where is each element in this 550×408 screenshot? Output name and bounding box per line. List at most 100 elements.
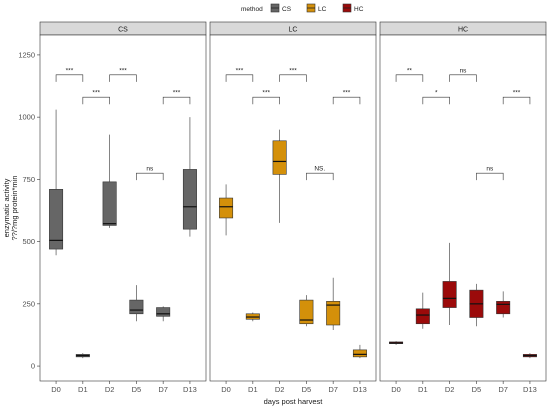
panel-background xyxy=(39,34,207,382)
x-tick-label-d0: D0 xyxy=(51,385,61,394)
box-d7 xyxy=(326,277,341,330)
box-iqr xyxy=(102,181,117,226)
box-iqr xyxy=(182,169,197,230)
x-tick-label-d1: D1 xyxy=(418,385,428,394)
x-tick-label-d13: D13 xyxy=(353,385,367,394)
significance-bracket: * xyxy=(422,90,450,105)
box-d5 xyxy=(299,295,314,327)
y-axis-title-line-2: ??/?mg protein*min xyxy=(10,175,19,240)
x-tick-label-d5: D5 xyxy=(472,385,482,394)
significance-label: ns xyxy=(146,166,154,173)
box-iqr xyxy=(129,299,144,315)
significance-bracket: ns xyxy=(449,67,477,82)
legend-label-hc: HC xyxy=(354,6,364,13)
bracket-line xyxy=(225,74,254,82)
facet-strip-label: CS xyxy=(118,26,128,33)
bracket-line xyxy=(332,96,361,105)
legend: method CS LC HC xyxy=(241,3,364,13)
y-tick-label: 1000 xyxy=(18,113,35,122)
box-d7 xyxy=(496,291,511,318)
panel-cs: CS *** *** *** ns *** D0 D1 D2 D5 D7 D13 xyxy=(39,21,207,394)
bracket-line xyxy=(162,96,191,105)
x-tick-label-d13: D13 xyxy=(183,385,197,394)
bracket-line xyxy=(449,74,477,82)
significance-label: *** xyxy=(119,67,127,74)
significance-bracket: NS. xyxy=(306,166,334,181)
bracket-line xyxy=(422,96,450,105)
facet-strip-label: HC xyxy=(458,26,468,33)
significance-bracket: *** xyxy=(225,67,254,82)
x-tick-label-d7: D7 xyxy=(498,385,508,394)
box-iqr xyxy=(442,281,457,308)
legend-item-cs: CS xyxy=(270,3,292,13)
box-iqr xyxy=(299,299,314,325)
significance-bracket: ** xyxy=(395,67,424,82)
bracket-line xyxy=(306,172,334,181)
box-d13 xyxy=(352,344,367,359)
box-d0 xyxy=(389,341,404,345)
x-tick-label-d2: D2 xyxy=(275,385,285,394)
x-tick-label-d5: D5 xyxy=(302,385,312,394)
facet-panels: CS*********ns***D0 D1 D2 D5 D7 D13LC*********… xyxy=(39,21,547,394)
bracket-line xyxy=(502,96,531,105)
box-d7 xyxy=(156,306,171,322)
significance-label: *** xyxy=(173,90,181,97)
box-iqr xyxy=(496,301,511,315)
significance-bracket: *** xyxy=(55,67,84,82)
panel-background xyxy=(379,34,547,382)
box-d0 xyxy=(49,109,64,256)
bracket-line xyxy=(279,74,307,82)
significance-bracket: ns xyxy=(476,166,504,181)
box-iqr xyxy=(49,189,64,250)
box-d13 xyxy=(182,117,197,237)
box-iqr xyxy=(219,197,234,219)
x-axis-title: days post harvest xyxy=(264,397,324,406)
x-tick-label-d2: D2 xyxy=(445,385,455,394)
bracket-line xyxy=(252,96,280,105)
box-d5 xyxy=(129,285,144,322)
bracket-line xyxy=(476,172,504,181)
legend-label-cs: CS xyxy=(282,6,292,13)
box-d5 xyxy=(469,283,484,327)
significance-label: *** xyxy=(262,90,270,97)
bracket-line xyxy=(395,74,424,82)
significance-bracket: *** xyxy=(162,90,191,105)
legend-label-lc: LC xyxy=(318,6,327,13)
bracket-line xyxy=(109,74,137,82)
significance-label: *** xyxy=(92,90,100,97)
significance-bracket: *** xyxy=(279,67,307,82)
significance-label: *** xyxy=(513,90,521,97)
significance-bracket: ns xyxy=(136,166,164,181)
significance-bracket: *** xyxy=(252,90,280,105)
significance-label: *** xyxy=(289,67,297,74)
box-iqr xyxy=(156,307,171,317)
facet-strip-label: LC xyxy=(289,26,298,33)
box-d1 xyxy=(75,353,90,359)
x-tick-label-d1: D1 xyxy=(248,385,258,394)
y-axis: enzymatic activity ??/?mg protein*min 0 2… xyxy=(2,51,40,371)
panel-lc: LC *** *** *** NS. *** D0 D1 D2 D5 D7 D13 xyxy=(209,21,377,394)
bracket-line xyxy=(82,96,110,105)
significance-label: ns xyxy=(460,67,468,74)
box-iqr xyxy=(415,308,430,325)
legend-item-hc: HC xyxy=(342,3,364,13)
significance-label: ns xyxy=(486,166,494,173)
box-d1 xyxy=(415,292,430,329)
y-tick-label: 250 xyxy=(22,299,35,308)
x-tick-label-d2: D2 xyxy=(105,385,115,394)
bracket-line xyxy=(55,74,84,82)
box-d2 xyxy=(442,242,457,325)
x-tick-label-d0: D0 xyxy=(221,385,231,394)
bracket-line xyxy=(136,172,164,181)
legend-title: method xyxy=(241,6,263,13)
x-tick-label-d7: D7 xyxy=(158,385,168,394)
y-tick-label: 500 xyxy=(22,237,35,246)
box-iqr xyxy=(272,140,287,175)
x-tick-label-d0: D0 xyxy=(391,385,401,394)
x-tick-label-d1: D1 xyxy=(78,385,88,394)
box-iqr xyxy=(352,349,367,358)
significance-label: *** xyxy=(236,67,244,74)
significance-bracket: *** xyxy=(109,67,137,82)
